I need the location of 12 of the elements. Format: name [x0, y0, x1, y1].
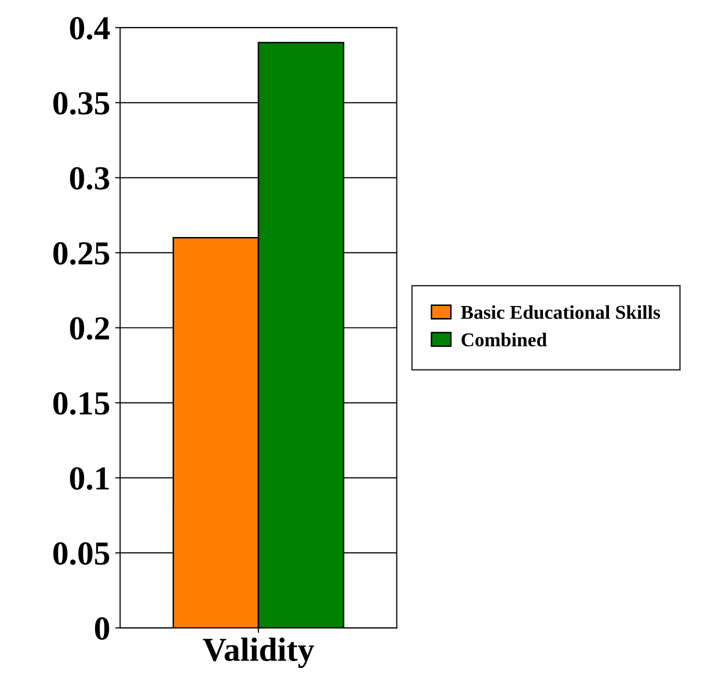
x-tick-label: Validity	[202, 638, 314, 668]
y-tick-label: 0.25	[53, 242, 110, 265]
y-tick-label: 0.4	[70, 17, 110, 40]
y-tick-label: 0.15	[53, 392, 110, 415]
y-tick-label: 0.1	[70, 467, 109, 490]
y-tick-label: 0	[95, 617, 110, 640]
y-tick-label: 0.3	[70, 167, 110, 190]
legend-label: Combined	[462, 332, 547, 346]
y-tick-label: 0.2	[70, 317, 109, 340]
y-tick-label: 0.35	[53, 92, 110, 115]
legend-label: Basic Educational Skills	[460, 305, 660, 319]
y-tick-label: 0.05	[53, 542, 110, 565]
